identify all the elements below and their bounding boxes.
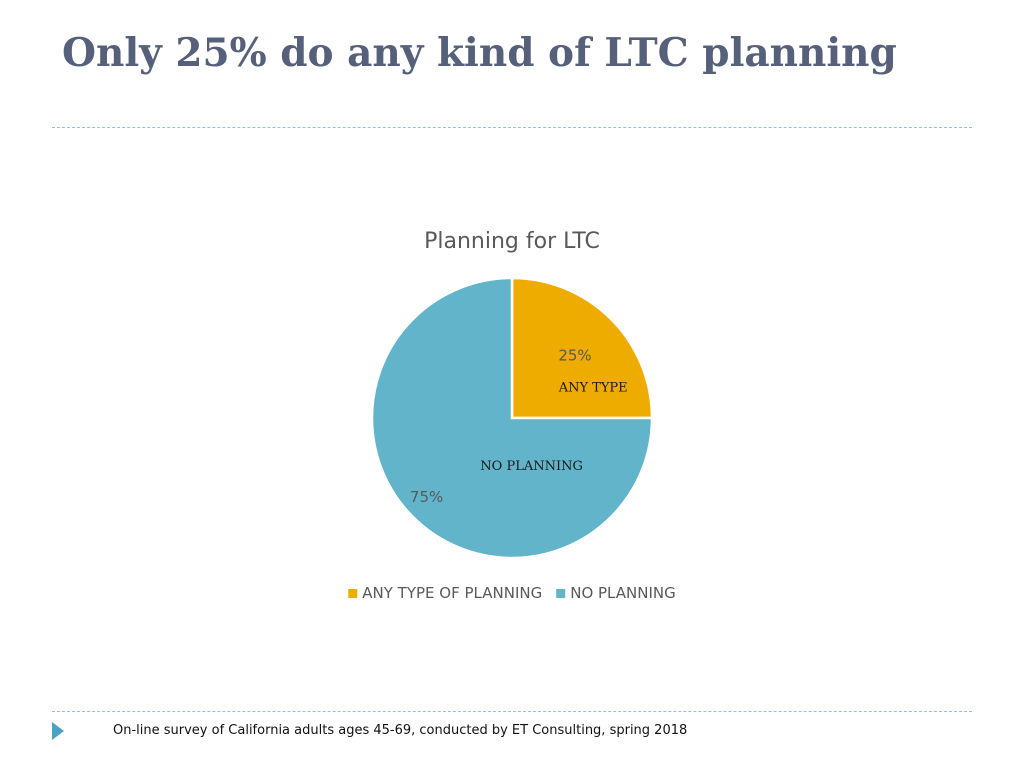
legend-label-1: ANY TYPE OF PLANNING	[362, 584, 542, 602]
pie-chart: Planning for LTC 25% ANY TYPE 75% NO PLANNIN…	[292, 212, 732, 632]
data-label-1: 25%	[558, 347, 591, 365]
title-divider	[52, 127, 972, 128]
page-title: Only 25% do any kind of LTC planning	[62, 30, 897, 76]
pie-slice-2	[370, 276, 654, 560]
pie-slice-1	[510, 276, 654, 420]
triangle-right-icon	[52, 722, 64, 740]
slice-annotation-1: ANY TYPE	[558, 380, 628, 395]
slice-annotation-2: NO PLANNING	[480, 459, 583, 474]
chart-title: Planning for LTC	[424, 229, 600, 254]
legend-label-2: NO PLANNING	[570, 584, 676, 602]
source-footnote: On-line survey of California adults ages…	[113, 723, 688, 738]
footer-divider	[52, 711, 972, 712]
legend-swatch-1	[348, 589, 358, 598]
chart-canvas: Planning for LTC 25% ANY TYPE 75% NO PLANNIN…	[348, 229, 676, 602]
data-label-2: 75%	[410, 488, 443, 506]
legend-swatch-2	[556, 589, 566, 598]
